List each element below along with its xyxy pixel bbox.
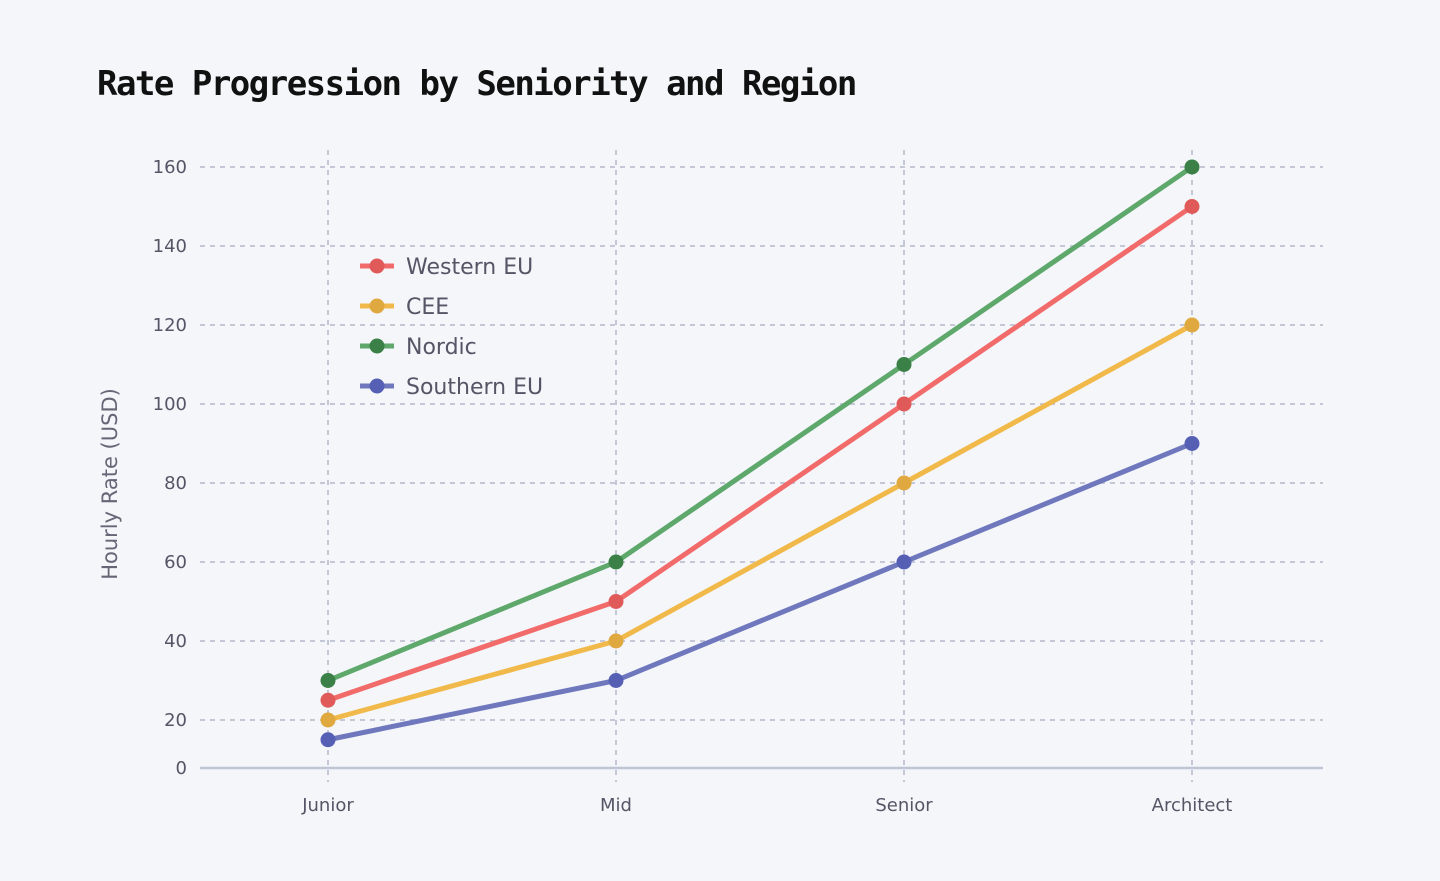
chart-title: Rate Progression by Seniority and Region [97, 64, 857, 104]
legend-label: CEE [406, 295, 449, 320]
series-southern-eu [320, 436, 1200, 748]
data-point [608, 633, 624, 649]
legend-swatch-marker [369, 298, 385, 314]
legend-item: Western EU [360, 255, 533, 280]
series-nordic [320, 159, 1200, 688]
x-tick-label: Senior [875, 795, 933, 816]
legend-swatch-marker [369, 338, 385, 354]
y-tick-label: 60 [164, 552, 187, 573]
y-tick-label: 160 [153, 157, 187, 178]
data-point [896, 475, 912, 491]
x-tick-label: Junior [301, 795, 354, 816]
y-tick-label: 0 [176, 758, 187, 779]
x-tick-label: Architect [1152, 795, 1233, 816]
x-tick-label: Mid [600, 795, 632, 816]
legend-label: Nordic [406, 335, 477, 360]
series-line [327, 204, 1194, 703]
series-cee [320, 317, 1200, 728]
y-tick-label: 40 [164, 631, 187, 652]
series-western-eu [320, 199, 1200, 708]
data-point [896, 396, 912, 412]
data-point [1184, 317, 1200, 333]
legend-item: Nordic [360, 335, 477, 360]
legend-label: Southern EU [406, 375, 543, 400]
y-axis-label: Hourly Rate (USD) [98, 388, 122, 580]
series-line [327, 322, 1194, 723]
data-point [320, 712, 336, 728]
y-tick-label: 80 [164, 473, 187, 494]
series-line [327, 164, 1194, 683]
y-tick-label: 120 [153, 315, 187, 336]
data-point [320, 732, 336, 748]
y-tick-label: 140 [153, 236, 187, 257]
data-point [608, 594, 624, 609]
legend-swatch-marker [369, 378, 385, 394]
data-point [896, 357, 912, 372]
data-point [608, 673, 624, 688]
data-point [1184, 199, 1200, 214]
y-tick-label: 20 [164, 710, 187, 731]
data-point [608, 554, 624, 570]
data-point [1184, 436, 1200, 451]
legend-label: Western EU [406, 255, 533, 280]
legend-swatch-marker [369, 258, 385, 274]
data-point [320, 673, 336, 688]
legend-item: Southern EU [360, 375, 543, 400]
series-line [327, 441, 1193, 743]
data-point [1184, 159, 1200, 175]
data-point [320, 692, 336, 708]
data-point [896, 554, 912, 570]
y-tick-label: 100 [153, 394, 187, 415]
legend-item: CEE [360, 295, 449, 320]
